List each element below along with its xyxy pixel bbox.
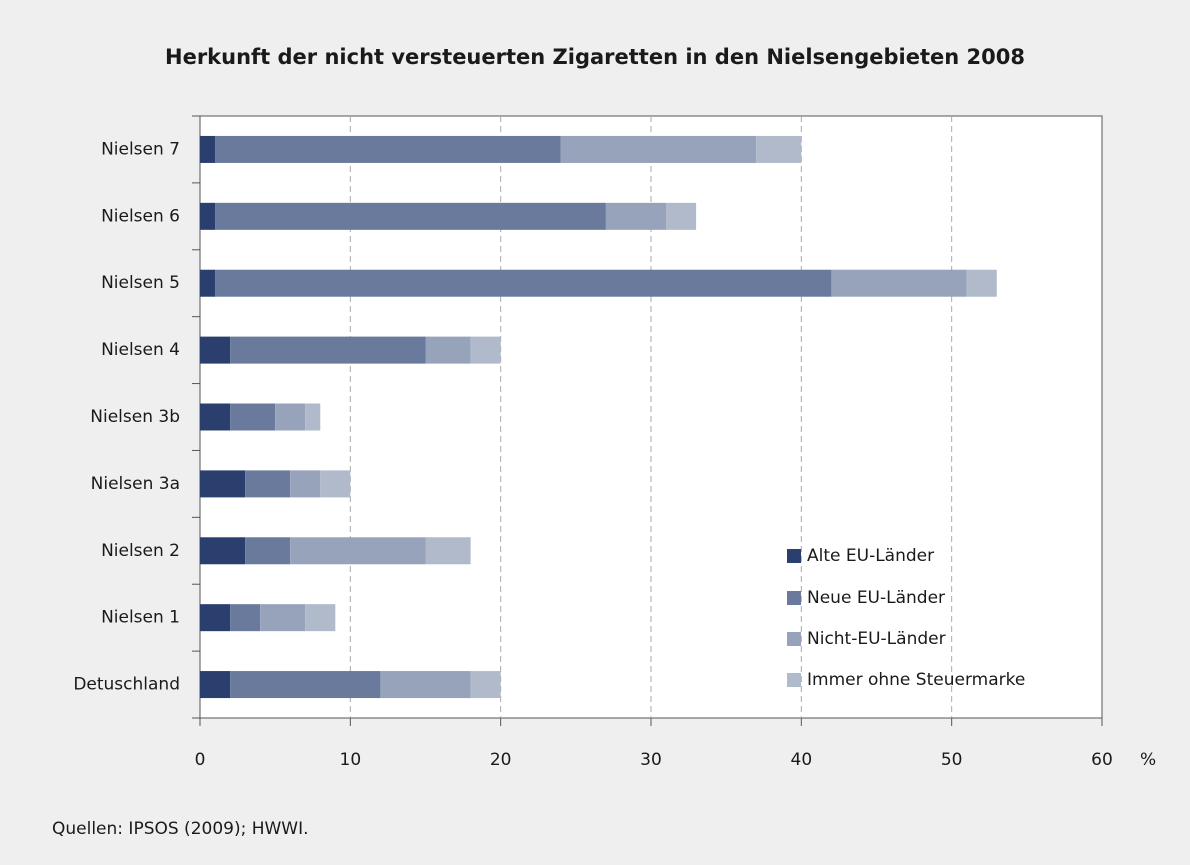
bar-segment [230,671,381,699]
bar-segment [605,202,667,230]
bar-segment [200,202,216,230]
legend-swatch [787,591,801,605]
legend-swatch [787,673,801,687]
y-tick-label: Nielsen 6 [101,206,180,226]
bar-segment [831,269,967,297]
bar-segment [215,135,561,163]
bar-segment [200,604,231,632]
bar-segment [260,604,306,632]
bar-segment [245,537,291,565]
bar-segment [200,671,231,699]
bar-segment [200,135,216,163]
bar-segment [200,537,246,565]
bar-segment [245,470,291,498]
bar-segment [470,336,501,364]
legend-label: Nicht-EU-Länder [807,629,946,649]
x-tick-label: 20 [490,750,512,770]
bar-segment [230,403,276,431]
bar-segment [560,135,757,163]
legend-label: Immer ohne Steuermarke [807,670,1025,690]
legend-swatch [787,549,801,563]
bar-segment [305,604,336,632]
bar-segment [290,537,426,565]
bar-segment [320,470,351,498]
x-tick-label: 10 [340,750,362,770]
legend-label: Alte EU-Länder [807,546,934,566]
y-tick-label: Detuschland [73,675,180,695]
bar-segment [200,269,216,297]
bar-segment [305,403,321,431]
bar-segment [470,671,501,699]
bar-segment [380,671,471,699]
chart-title: Herkunft der nicht versteuerten Zigarett… [165,45,1025,69]
x-axis-label: % [1140,750,1156,770]
y-tick-label: Nielsen 4 [101,340,180,360]
bar-segment [230,336,426,364]
x-tick-label: 0 [195,750,206,770]
bar-segment [275,403,306,431]
bar-segment [200,403,231,431]
bar-segment [200,470,246,498]
y-tick-label: Nielsen 5 [101,273,180,293]
x-tick-label: 50 [941,750,963,770]
bar-segment [215,269,832,297]
bar-segment [290,470,321,498]
bar-segment [966,269,997,297]
bar-segment [200,336,231,364]
y-tick-label: Nielsen 7 [101,139,180,159]
bar-segment [756,135,802,163]
y-tick-label: Nielsen 3a [91,474,180,494]
x-tick-label: 30 [640,750,662,770]
bar-segment [425,336,471,364]
x-tick-label: 60 [1091,750,1113,770]
legend-swatch [787,632,801,646]
source-note: Quellen: IPSOS (2009); HWWI. [52,819,309,839]
bar-segment [230,604,261,632]
bar-segment [425,537,471,565]
y-tick-label: Nielsen 1 [101,608,180,628]
y-tick-label: Nielsen 3b [90,407,180,427]
bar-segment [666,202,697,230]
x-tick-label: 40 [791,750,813,770]
bar-segment [215,202,606,230]
legend-label: Neue EU-Länder [807,588,945,608]
y-tick-label: Nielsen 2 [101,541,180,561]
